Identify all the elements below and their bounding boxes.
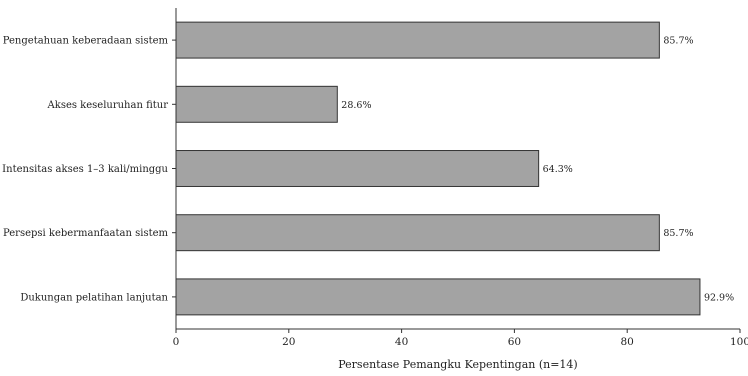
x-tick-label: 100	[730, 336, 748, 348]
bar	[176, 22, 659, 58]
data-label: 64.3%	[543, 164, 573, 175]
category-labels-group: Pengetahuan keberadaan sistem Akses kesel…	[2, 36, 176, 304]
bar	[176, 215, 659, 251]
bars-group	[176, 22, 700, 315]
data-label: 28.6%	[341, 100, 371, 111]
category-label: Akses keseluruhan fitur	[47, 100, 169, 111]
x-axis-title: Persentase Pemangku Kepentingan (n=14)	[338, 358, 577, 371]
bar	[176, 151, 539, 187]
x-tick-label: 40	[395, 336, 408, 348]
category-label: Pengetahuan keberadaan sistem	[3, 36, 169, 47]
data-label: 85.7%	[663, 36, 693, 47]
category-label: Persepsi kebermanfaatan sistem	[3, 228, 169, 239]
data-label: 92.9%	[704, 292, 734, 303]
x-tick-label: 0	[173, 336, 180, 348]
data-label: 85.7%	[663, 228, 693, 239]
bar	[176, 86, 337, 122]
category-label: Intensitas akses 1–3 kali/minggu	[2, 164, 168, 175]
bar	[176, 279, 700, 315]
x-tick-label: 80	[621, 336, 634, 348]
x-tick-label: 60	[508, 336, 521, 348]
x-ticks-group: 0 20 40 60 80 100	[173, 329, 748, 348]
x-tick-label: 20	[282, 336, 295, 348]
category-label: Dukungan pelatihan lanjutan	[20, 292, 168, 303]
